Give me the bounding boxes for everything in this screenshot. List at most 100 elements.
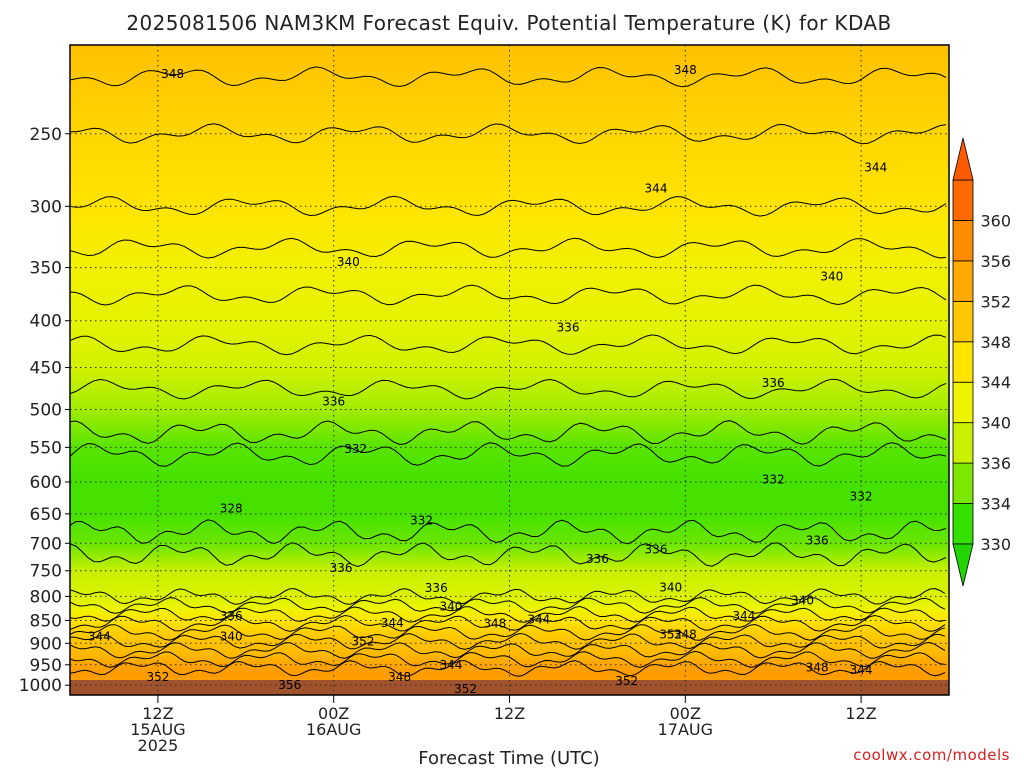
contour-line	[70, 334, 947, 356]
colorbar-tick-label: 360	[980, 211, 1011, 230]
colorbar-tick-label: 356	[980, 252, 1011, 271]
x-axis-label: Forecast Time (UTC)	[418, 748, 599, 768]
contour-line	[70, 596, 946, 614]
contour-label: 340	[820, 270, 843, 284]
colorbar-segment	[952, 179, 974, 221]
y-tick-label: 600	[30, 473, 62, 493]
y-tick-label: 250	[30, 125, 62, 145]
colorbar-legend: 330 334 336 340 344 348 352 356 360	[952, 137, 1011, 587]
contour-label: 348	[674, 63, 697, 77]
contour-label: 336	[425, 581, 448, 595]
contour-line	[70, 123, 947, 145]
contour-label: 332	[762, 472, 785, 486]
contour-label: 344	[439, 658, 462, 672]
contour-label: 344	[645, 182, 668, 196]
y-tick-label: 800	[30, 587, 62, 607]
contour-line	[70, 641, 946, 659]
contour-label: 356	[278, 678, 301, 692]
y-tick-label: 300	[30, 197, 62, 217]
contour-line	[70, 66, 947, 88]
y-tick-label: 1000	[19, 676, 62, 696]
contour-label: 336	[330, 561, 353, 575]
contour-label: 344	[864, 160, 887, 174]
contour-label: 332	[344, 442, 367, 456]
y-tick-label: 550	[30, 438, 62, 458]
contour-label: 336	[557, 321, 580, 335]
contour-label: 336	[762, 376, 785, 390]
colorbar-tick-label: 330	[980, 535, 1011, 554]
contour-label: 348	[806, 661, 829, 675]
contour-label: 352	[615, 674, 638, 688]
colorbar-segment	[952, 503, 974, 545]
y-tick-label: 850	[30, 612, 62, 632]
contour-label: 344	[732, 609, 755, 623]
colorbar-segment	[952, 381, 974, 424]
contour-line	[70, 660, 946, 677]
contour-label: 348	[674, 627, 697, 641]
contour-line	[70, 588, 946, 605]
contour-label: 344	[527, 613, 550, 627]
contour-label: 336	[220, 609, 243, 623]
contour-line	[70, 284, 947, 306]
contour-label: 340	[791, 593, 814, 607]
contour-line	[70, 195, 947, 217]
contour-lines	[70, 66, 947, 677]
contour-line	[70, 542, 947, 568]
chart-title: 2025081506 NAM3KM Forecast Equiv. Potent…	[126, 11, 891, 35]
x-tick-label: 2025	[138, 736, 179, 755]
contour-line	[70, 378, 947, 400]
colorbar-segment	[952, 462, 974, 504]
contour-label: 336	[322, 394, 345, 408]
contour-label: 352	[659, 627, 682, 641]
x-tick-label: 00Z	[670, 704, 701, 723]
below-ground-band	[70, 680, 949, 695]
y-tick-label: 400	[30, 312, 62, 332]
contour-label: 332	[410, 514, 433, 528]
contour-label: 336	[586, 552, 609, 566]
colorbar-segment	[952, 220, 974, 262]
contour-line	[70, 614, 946, 632]
contour-label: 352	[454, 682, 477, 696]
contour-line	[70, 632, 946, 650]
y-tick-label: 350	[30, 259, 62, 279]
contour-label: 340	[220, 630, 243, 644]
x-tick-label: 17AUG	[658, 720, 713, 739]
contour-label: 344	[381, 616, 404, 630]
colorbar-arrow-bottom	[952, 543, 974, 587]
colorbar-segment	[952, 341, 974, 383]
contour-label: 344	[850, 663, 873, 677]
contour-label: 336	[645, 543, 668, 557]
grid-lines	[70, 45, 949, 695]
x-tick-label: 00Z	[318, 704, 349, 723]
colorbar-tick-label: 348	[980, 333, 1011, 352]
y-tick-label: 750	[30, 562, 62, 582]
colorbar-segment	[952, 260, 974, 302]
contour-line	[70, 420, 947, 446]
contour-label: 348	[388, 670, 411, 684]
colorbar-tick-label: 340	[980, 414, 1011, 433]
colorbar-tick-label: 344	[980, 373, 1011, 392]
y-tick-label: 650	[30, 505, 62, 525]
contour-label: 348	[161, 67, 184, 81]
y-tick-label: 950	[30, 656, 62, 676]
plot-area: 348 348 344 344 340 340 336 336 336 332 332 332 332 3…	[69, 44, 950, 696]
colorbar-tick-label: 336	[980, 454, 1011, 473]
colorbar-arrow-top	[952, 137, 974, 181]
x-tick-label: 12Z	[142, 704, 173, 723]
y-tick-label: 450	[30, 359, 62, 379]
credit-text: coolwx.com/models	[853, 746, 1010, 764]
contour-label: 340	[439, 600, 462, 614]
contour-label: 340	[337, 255, 360, 269]
colorbar-segment	[952, 300, 974, 343]
contour-label: 344	[88, 630, 111, 644]
contour-label: 340	[659, 580, 682, 594]
y-tick-label: 700	[30, 534, 62, 554]
x-tick-label: 12Z	[845, 704, 876, 723]
colorbar-segment	[952, 422, 974, 464]
x-tick-label: 12Z	[494, 704, 525, 723]
contour-label: 348	[483, 616, 506, 630]
contour-line	[70, 605, 946, 623]
colorbar-tick-label: 334	[980, 495, 1011, 514]
